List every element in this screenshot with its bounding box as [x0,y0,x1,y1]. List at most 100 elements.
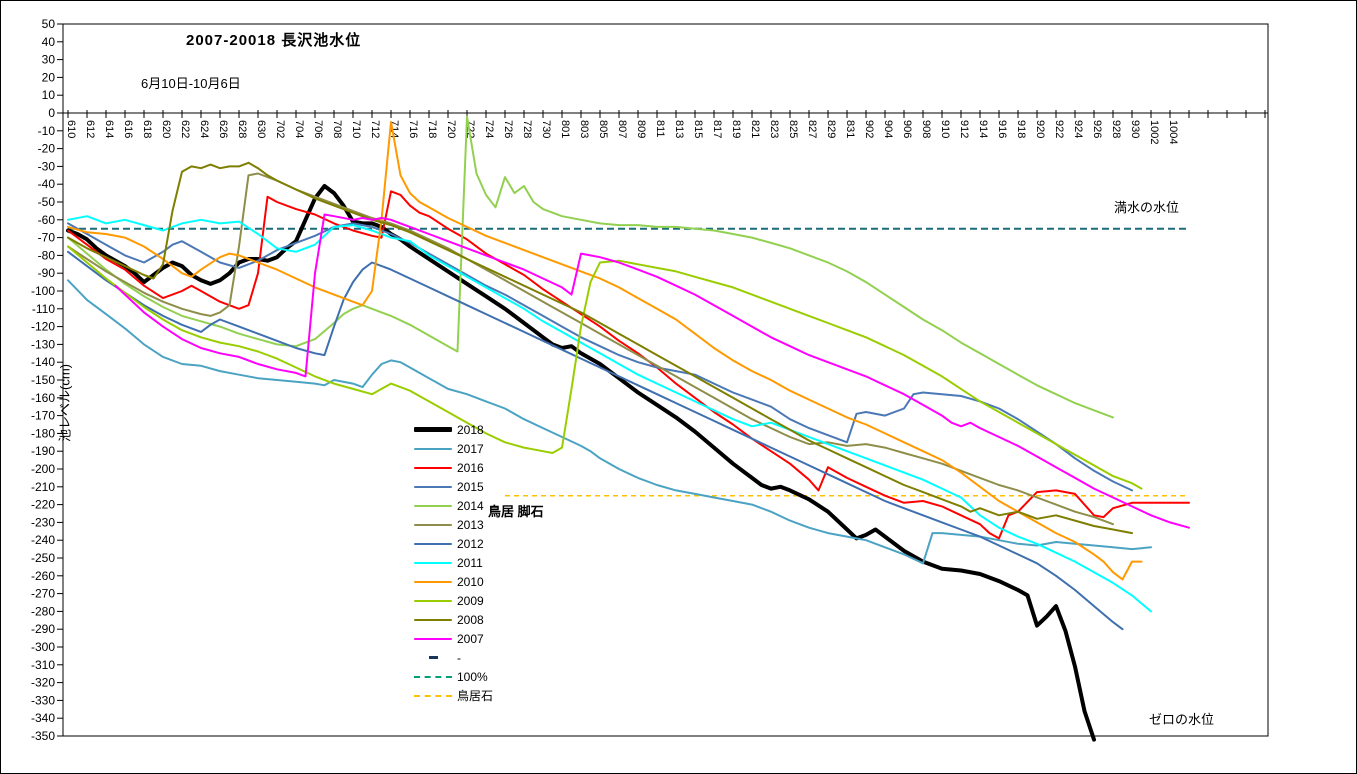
x-tick-label: 726 [502,120,514,138]
legend-item-100%[interactable]: 100% [414,667,493,686]
x-tick-label: 708 [331,120,343,138]
y-tick-label: -10 [38,124,56,138]
x-tick-label: 1004 [1167,120,1179,144]
x-tick-label: 626 [217,120,229,138]
x-tick-label: 614 [103,120,115,138]
legend: 2018 2017 2016 2015 2014 2013 2012 2011 2010 2009… [414,420,493,705]
legend-label-2007: 2007 [457,631,484,646]
x-tick-label: 902 [863,120,875,138]
legend-item-2007[interactable]: 2007 [414,629,493,648]
y-tick-label: -320 [31,676,55,690]
legend-label-2012: 2012 [457,536,484,551]
y-tick-label: -210 [31,480,55,494]
x-tick-label: 910 [939,120,951,138]
y-tick-label: -140 [31,355,55,369]
legend-swatch-2008 [414,618,452,621]
legend-swatch-2013 [414,523,452,526]
legend-label-2018: 2018 [457,422,484,437]
x-tick-label: 702 [274,120,286,138]
x-tick-label: 728 [521,120,533,138]
x-tick-label: 819 [730,120,742,138]
chart-title: 2007-20018 長沢池水位 [186,32,362,49]
legend-item-2015[interactable]: 2015 [414,477,493,496]
legend-label-2015: 2015 [457,479,484,494]
legend-item-2013[interactable]: 2013 [414,515,493,534]
x-tick-label: 801 [559,120,571,138]
x-tick-label: 906 [901,120,913,138]
x-tick-label: 704 [293,120,305,138]
legend-item--[interactable]: - [414,648,493,667]
y-tick-label: -150 [31,373,55,387]
y-tick-label: -270 [31,587,55,601]
legend-swatch-- [414,656,452,659]
x-tick-label: 829 [825,120,837,138]
series-line-2014 [67,115,1114,419]
legend-swatch-2016 [414,466,452,469]
legend-swatch-100% [414,675,452,678]
x-tick-label: 926 [1091,120,1103,138]
x-tick-label: 922 [1053,120,1065,138]
x-tick-label: 924 [1072,120,1084,138]
series-line-2016 [67,190,1190,540]
y-tick-label: -20 [38,142,56,156]
x-tick-label: 809 [635,120,647,138]
y-tick-label: -30 [38,159,56,173]
x-tick-label: 706 [312,120,324,138]
legend-label-鳥居石: 鳥居石 [457,689,494,703]
legend-label--: - [457,650,461,665]
legend-item-2011[interactable]: 2011 [414,553,493,572]
legend-swatch-2010 [414,580,452,583]
y-tick-label: -240 [31,533,55,547]
legend-item-2017[interactable]: 2017 [414,439,493,458]
y-tick-label: -80 [38,248,56,262]
y-tick-label: -300 [31,640,55,654]
y-tick-label: -290 [31,622,55,636]
legend-label-2009: 2009 [457,593,484,608]
y-tick-label: 0 [48,106,55,120]
torii-stone-label: 鳥居 脚石 [488,504,544,519]
x-tick-label: 612 [84,120,96,138]
x-tick-label: 718 [426,120,438,138]
y-tick-label: -220 [31,498,55,512]
x-tick-label: 827 [806,120,818,138]
legend-item-2010[interactable]: 2010 [414,572,493,591]
y-tick-label: -250 [31,551,55,565]
series-line-2008 [67,161,1133,535]
x-tick-label: 811 [654,120,666,138]
legend-swatch-2009 [414,599,452,602]
legend-swatch-2017 [414,447,452,450]
x-tick-label: 817 [711,120,723,138]
x-tick-label: 710 [350,120,362,138]
y-tick-label: -60 [38,213,56,227]
legend-label-2017: 2017 [457,441,484,456]
y-tick-label: -340 [31,711,55,725]
x-tick-label: 920 [1034,120,1046,138]
x-tick-label: 821 [749,120,761,138]
legend-swatch-2011 [414,561,452,564]
y-tick-label: -120 [31,320,55,334]
legend-item-2014[interactable]: 2014 [414,496,493,515]
x-tick-label: 620 [160,120,172,138]
legend-item-2018[interactable]: 2018 [414,420,493,439]
legend-label-2010: 2010 [457,574,484,589]
x-tick-label: 618 [141,120,153,138]
chart-subtitle: 6月10日-10月6日 [141,76,241,91]
x-tick-label: 813 [673,120,685,138]
legend-item-鳥居石[interactable]: 鳥居石 [414,686,493,705]
legend-item-2009[interactable]: 2009 [414,591,493,610]
legend-label-2013: 2013 [457,517,484,532]
legend-item-2016[interactable]: 2016 [414,458,493,477]
legend-swatch-2014 [414,504,452,507]
legend-swatch-2015 [414,485,452,488]
x-tick-label: 610 [65,120,77,138]
y-tick-label: -200 [31,462,55,476]
series-line-2012 [67,250,1124,631]
series-line-2011 [67,215,1152,613]
y-tick-label: -310 [31,658,55,672]
legend-item-2008[interactable]: 2008 [414,610,493,629]
legend-item-2012[interactable]: 2012 [414,534,493,553]
x-tick-label: 624 [198,120,210,138]
zero-water-label: ゼロの水位 [1149,712,1215,727]
x-tick-label: 616 [122,120,134,138]
x-tick-label: 904 [882,120,894,138]
